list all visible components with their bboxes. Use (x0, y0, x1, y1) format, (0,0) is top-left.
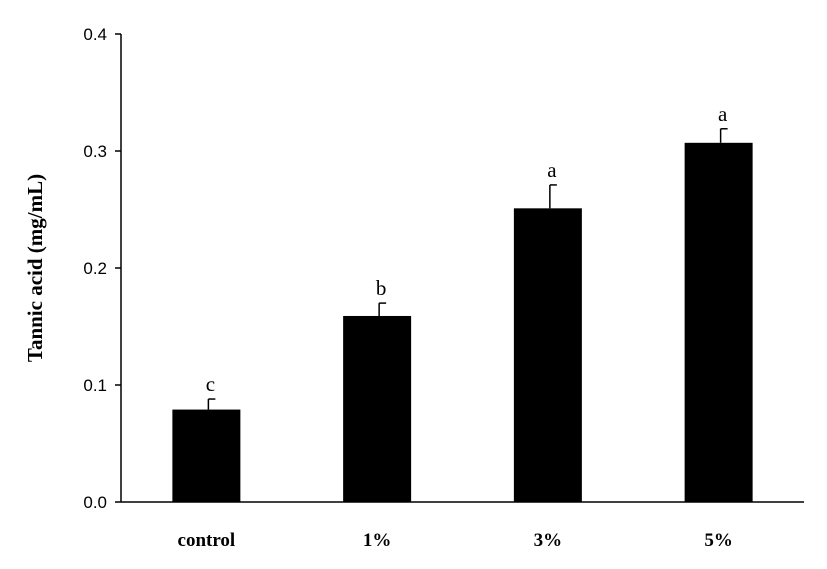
y-axis-label: Tannic acid (mg/mL) (23, 174, 47, 362)
x-tick-label: 1% (363, 530, 392, 551)
significance-label: a (718, 102, 728, 126)
labels-group: c control b 1% a 3% a 5% (178, 102, 733, 551)
y-tick-label: 0.0 (83, 493, 107, 512)
bar-5% (684, 142, 753, 502)
bar-control (172, 409, 241, 502)
significance-label: c (206, 372, 215, 396)
bar-3% (513, 208, 582, 502)
bar-1% (343, 315, 412, 502)
x-tick-label: control (178, 530, 236, 551)
significance-label: a (547, 158, 557, 182)
y-tick-label: 0.2 (83, 259, 107, 278)
y-tick-label: 0.4 (83, 25, 107, 44)
significance-label: b (376, 276, 387, 300)
x-tick-label: 3% (534, 530, 563, 551)
x-tick-label: 5% (704, 530, 733, 551)
y-tick-label: 0.1 (83, 376, 107, 395)
y-tick-label: 0.3 (83, 142, 107, 161)
bars-group (172, 128, 753, 502)
